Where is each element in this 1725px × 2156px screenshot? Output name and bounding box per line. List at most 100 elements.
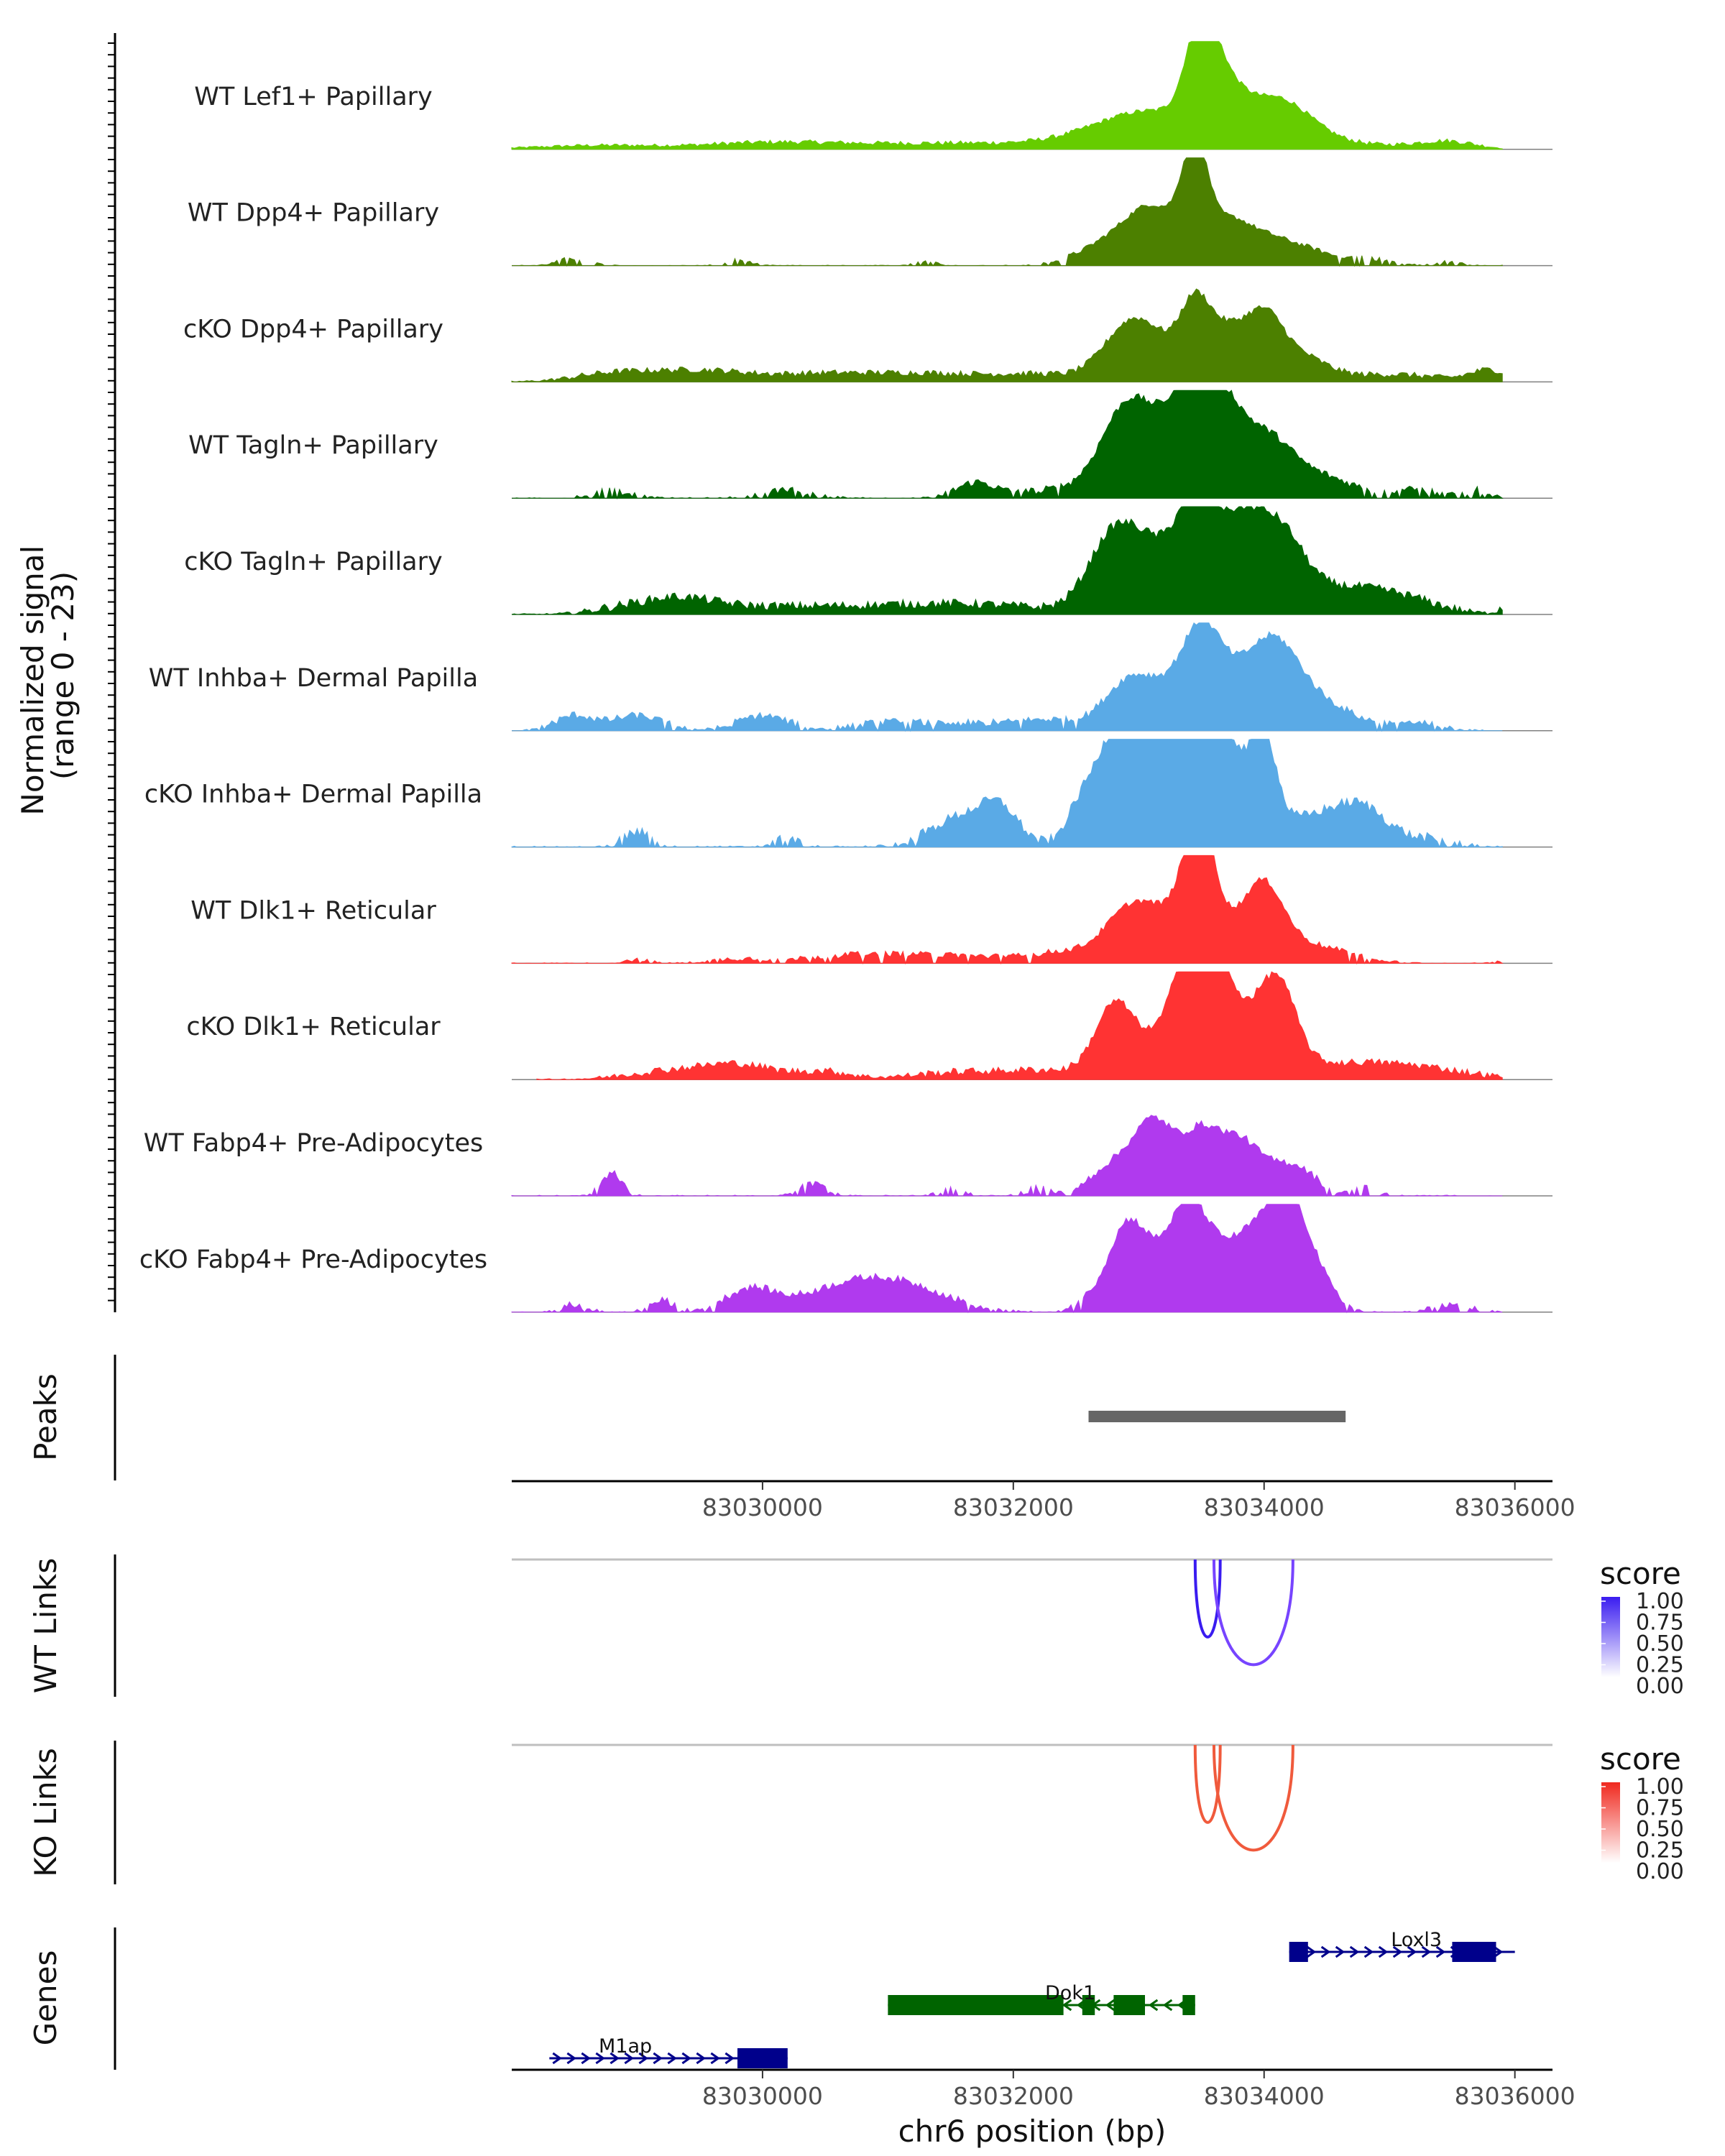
coverage-track-area xyxy=(511,854,1504,965)
coverage-y-ticks xyxy=(108,42,115,1302)
x-axis-title: chr6 position (bp) xyxy=(898,2114,1167,2149)
coverage-track-area xyxy=(512,622,1503,732)
gene-strand-chevron xyxy=(552,2052,562,2065)
coverage-track: WT Inhba+ Dermal Papilla xyxy=(149,622,1552,732)
x-axis-tick-label: 83036000 xyxy=(1455,1493,1576,1521)
coverage-track-label: WT Lef1+ Papillary xyxy=(194,83,433,111)
gene-exon xyxy=(1113,1995,1146,2015)
ko-links-label: KO Links xyxy=(28,1748,63,1877)
legend-tick-label: 1.00 xyxy=(1636,1774,1684,1800)
gene-exon xyxy=(737,2048,788,2068)
coverage-track-area xyxy=(511,739,1503,849)
coverage-track-label: cKO Tagln+ Papillary xyxy=(184,548,443,576)
gene-models: Loxl3 Dok1 M1ap xyxy=(549,1929,1515,2068)
gene-exon xyxy=(1182,1995,1195,2015)
coverage-tracks: WT Lef1+ Papillary WT Dpp4+ Papillary cKO … xyxy=(139,41,1552,1314)
gene-strand-chevron xyxy=(1105,1999,1116,2012)
legend-tick-label: 0.25 xyxy=(1636,1838,1684,1864)
coverage-track: cKO Inhba+ Dermal Papilla xyxy=(144,739,1552,849)
gene-label: Dok1 xyxy=(1045,1982,1095,2004)
gene-strand-chevron xyxy=(1421,1945,1432,1958)
coverage-track-area xyxy=(512,157,1503,267)
peaks-label: Peaks xyxy=(28,1373,63,1461)
coverage-track-label: WT Tagln+ Papillary xyxy=(188,431,438,460)
legend-tick-label: 0.50 xyxy=(1636,1817,1684,1842)
coverage-panel: Normalized signal (range 0 - 23) WT Lef1… xyxy=(15,33,1552,1314)
coverage-track: WT Dpp4+ Papillary xyxy=(188,157,1552,267)
gene-model: Loxl3 xyxy=(1289,1929,1515,1962)
coverage-track-label: WT Dpp4+ Papillary xyxy=(188,199,439,228)
x-axis-tick-label: 83034000 xyxy=(1204,1493,1325,1521)
gene-label: M1ap xyxy=(599,2035,652,2058)
coverage-y-axis-title: Normalized signal (range 0 - 23) xyxy=(15,535,80,815)
coverage-track-label: cKO Dpp4+ Papillary xyxy=(183,315,443,344)
x-axis-tick-label: 83030000 xyxy=(702,1493,823,1521)
x-axis-tick-label: 83032000 xyxy=(953,1493,1074,1521)
legend-colorbar xyxy=(1601,1782,1620,1863)
coverage-track: cKO Tagln+ Papillary xyxy=(184,506,1552,615)
gene-strand-chevron xyxy=(724,2052,735,2065)
x-axis-tick-label: 83032000 xyxy=(953,2082,1074,2110)
legend-title: score xyxy=(1600,1556,1681,1591)
gene-strand-chevron xyxy=(566,2052,576,2065)
x-axis-tick-label: 83036000 xyxy=(1455,2082,1576,2110)
gene-strand-chevron xyxy=(610,2052,620,2065)
x-axis-tick-label: 83030000 xyxy=(702,2082,823,2110)
coverage-track-label: cKO Inhba+ Dermal Papilla xyxy=(144,780,482,809)
legend-title: score xyxy=(1600,1741,1681,1777)
x-axis-tick-label: 83034000 xyxy=(1204,2082,1325,2110)
gene-strand-chevron xyxy=(595,2052,605,2065)
wt-link-arcs xyxy=(1193,1559,1294,1667)
gene-strand-chevron xyxy=(1062,1999,1072,2012)
genes-label: Genes xyxy=(28,1950,63,2046)
gene-strand-chevron xyxy=(1349,1945,1360,1958)
legend-colorbar xyxy=(1601,1597,1620,1677)
gene-strand-chevron xyxy=(653,2052,663,2065)
gene-strand-chevron xyxy=(1392,1945,1403,1958)
coverage-track-area xyxy=(511,1115,1503,1197)
x-axis-top: 83030000 83032000 83034000 83036000 xyxy=(702,1481,1576,1521)
coverage-y-axis-title-line1: Normalized signal xyxy=(15,545,50,816)
gene-strand-chevron xyxy=(1407,1945,1417,1958)
coverage-track-area xyxy=(511,1204,1503,1314)
gene-exon xyxy=(1289,1942,1308,1962)
gene-strand-chevron xyxy=(1378,1945,1389,1958)
coverage-track-area xyxy=(511,288,1503,382)
link-arc xyxy=(1193,1559,1222,1639)
coverage-track: cKO Dpp4+ Papillary xyxy=(183,288,1552,383)
coverage-track-label: WT Fabp4+ Pre-Adipocytes xyxy=(144,1129,483,1158)
coverage-track-area xyxy=(536,971,1503,1080)
coverage-track-label: WT Dlk1+ Reticular xyxy=(190,896,436,925)
x-axis-bottom: 83030000 83032000 83034000 83036000 xyxy=(702,2070,1576,2110)
legend-tick-label: 0.25 xyxy=(1636,1653,1684,1678)
gene-strand-chevron xyxy=(581,2052,591,2065)
gene-strand-chevron xyxy=(1363,1945,1374,1958)
peak-regions xyxy=(1088,1411,1346,1422)
coverage-track-label: cKO Dlk1+ Reticular xyxy=(186,1013,441,1041)
link-arc xyxy=(1212,1559,1294,1667)
gene-exon xyxy=(888,1995,1064,2015)
coverage-track: WT Lef1+ Papillary xyxy=(194,41,1552,150)
gene-strand-chevron xyxy=(624,2052,634,2065)
gene-strand-chevron xyxy=(1493,1945,1504,1958)
gene-strand-chevron xyxy=(667,2052,677,2065)
gene-strand-chevron xyxy=(1148,1999,1159,2012)
coverage-track: WT Tagln+ Papillary xyxy=(188,390,1552,500)
gene-strand-chevron xyxy=(710,2052,720,2065)
gene-strand-chevron xyxy=(1306,1945,1317,1958)
gene-model: M1ap xyxy=(549,2035,788,2068)
gene-strand-chevron xyxy=(696,2052,706,2065)
coverage-track-area xyxy=(511,506,1503,615)
coverage-track: cKO Fabp4+ Pre-Adipocytes xyxy=(139,1204,1552,1314)
coverage-track-area xyxy=(511,41,1503,150)
gene-strand-chevron xyxy=(638,2052,648,2065)
peak-region xyxy=(1088,1411,1346,1422)
coverage-track-area xyxy=(512,390,1504,500)
wt-links-label: WT Links xyxy=(28,1558,63,1693)
